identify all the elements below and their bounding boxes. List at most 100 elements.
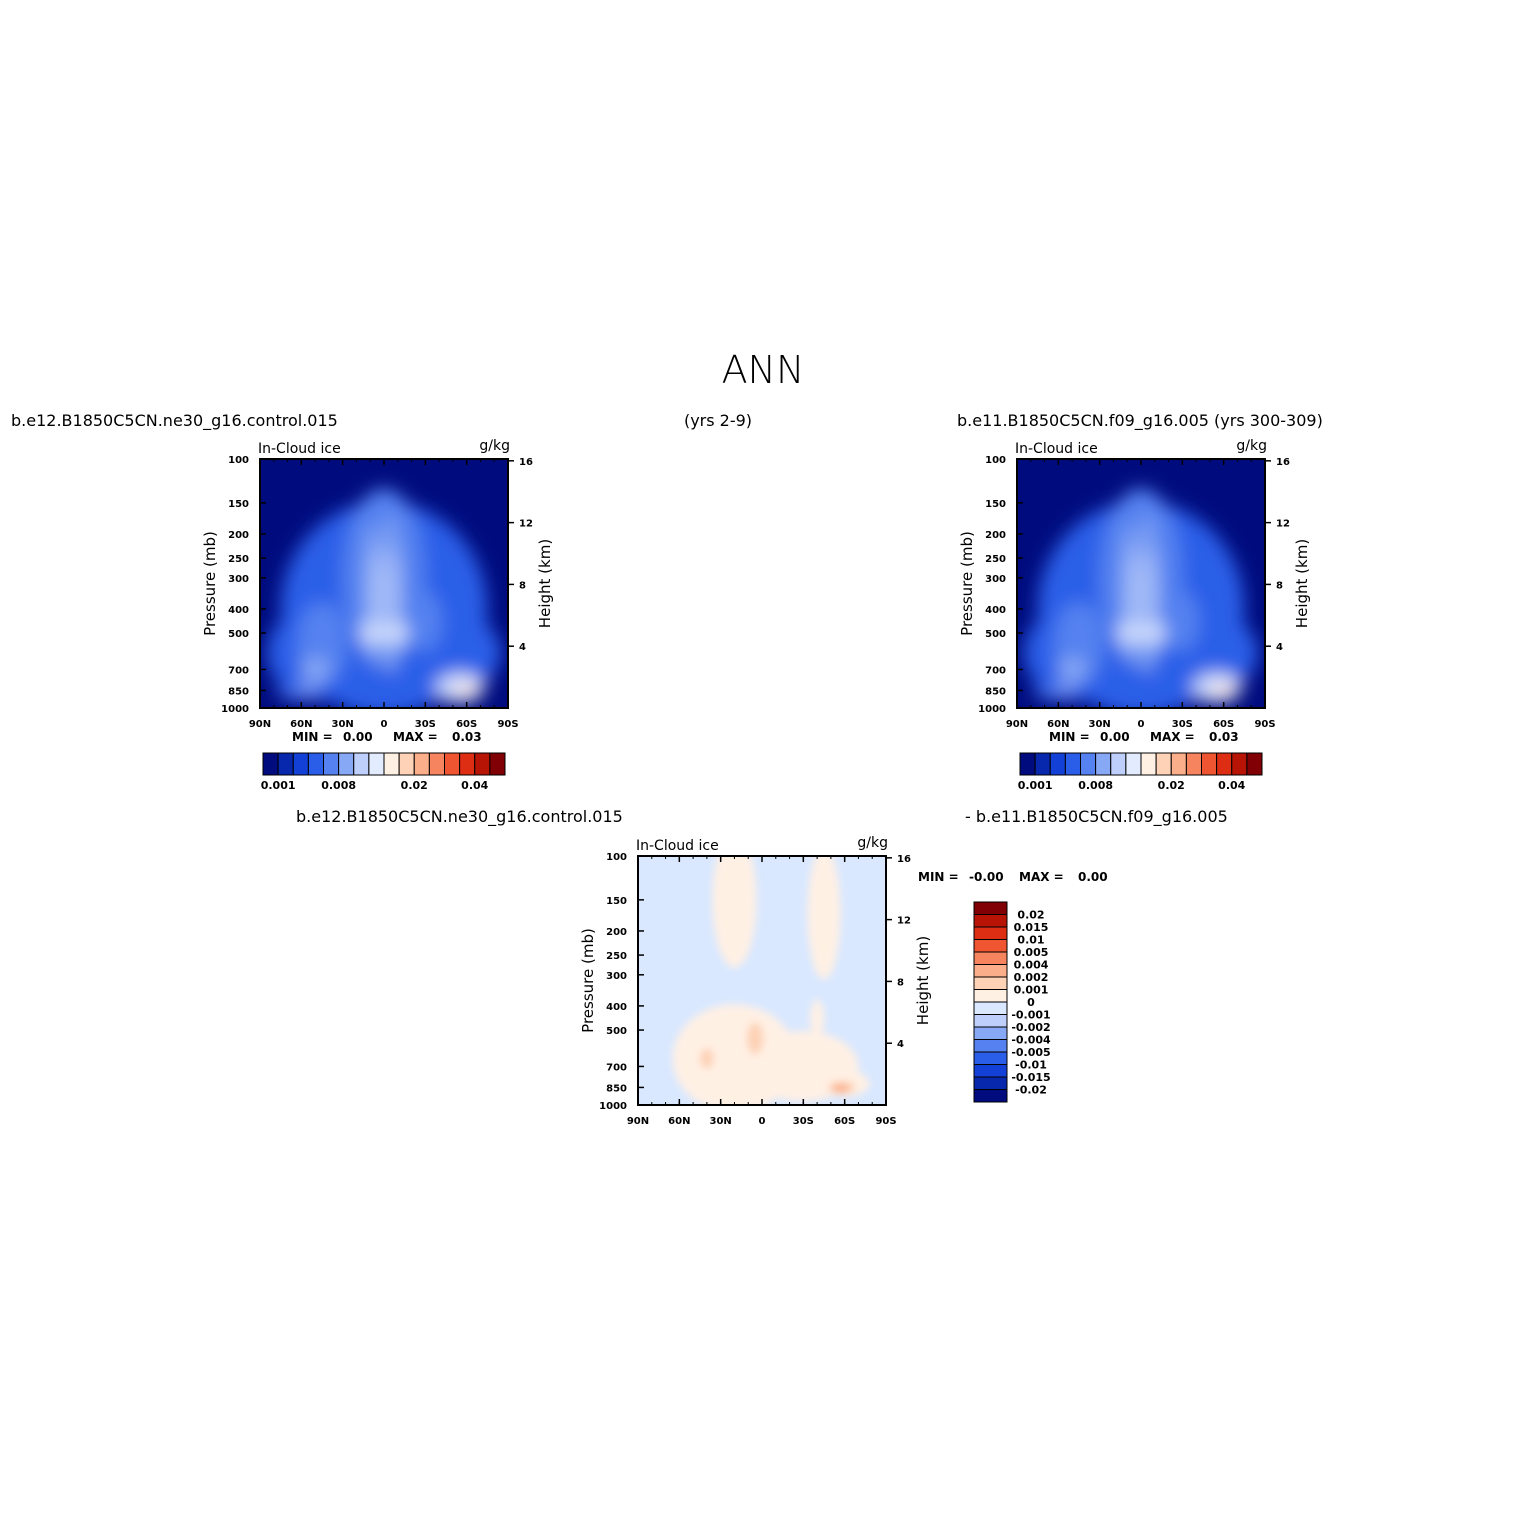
colorbar-label: -0.02 bbox=[1015, 1084, 1047, 1097]
field-contour bbox=[1147, 548, 1157, 641]
x-tick-label: 90N bbox=[249, 719, 271, 730]
field-contour bbox=[301, 657, 329, 682]
colorbar-swatch bbox=[428, 752, 445, 776]
y-tick-label: 400 bbox=[228, 605, 249, 616]
y-tick-label: 200 bbox=[606, 927, 627, 938]
y-tick-label: 1000 bbox=[978, 704, 1006, 715]
colorbar-swatch bbox=[398, 752, 415, 776]
height-tick-label: 16 bbox=[519, 457, 533, 468]
x-tick-label: 90S bbox=[497, 719, 518, 730]
field-contour bbox=[700, 1048, 714, 1069]
y-tick-label: 100 bbox=[985, 455, 1006, 466]
colorbar-label: 0.004 bbox=[1014, 959, 1049, 972]
y-tick-label: 1000 bbox=[599, 1101, 627, 1112]
colorbar-label: 0.008 bbox=[1078, 779, 1113, 792]
y-axis-title: Pressure (mb) bbox=[958, 531, 976, 636]
y-tick-label: 100 bbox=[228, 455, 249, 466]
difference-panel: In-Cloud ice g/kg 90N 60N 30N 0 30S 60S 90S 100 15… bbox=[579, 835, 1108, 1127]
colorbar-swatch bbox=[1080, 752, 1097, 776]
y-tick-label: 700 bbox=[985, 665, 1006, 676]
colorbar-swatch bbox=[973, 901, 1008, 915]
field-contour bbox=[297, 685, 320, 696]
height-tick-label: 12 bbox=[897, 916, 911, 927]
colorbar-swatch bbox=[973, 976, 1008, 990]
field-contour bbox=[458, 687, 475, 696]
plot-title: In-Cloud ice bbox=[636, 838, 719, 854]
max-label: MAX = bbox=[1019, 870, 1064, 884]
x-tick-label: 90N bbox=[627, 1116, 649, 1127]
colorbar-label: 0.001 bbox=[261, 779, 296, 792]
x-tick-label: 60N bbox=[290, 719, 312, 730]
colorbar-swatch bbox=[307, 752, 324, 776]
colorbar-swatch bbox=[973, 926, 1008, 940]
max-label: MAX = bbox=[1150, 730, 1195, 744]
colorbar-swatch bbox=[459, 752, 476, 776]
colorbar-swatch bbox=[474, 752, 491, 776]
colorbar-swatch bbox=[338, 752, 355, 776]
colorbar-label: 0.002 bbox=[1014, 971, 1049, 984]
max-value: 0.00 bbox=[1078, 870, 1108, 884]
x-tick-label: 30N bbox=[332, 719, 354, 730]
colorbar-swatch bbox=[973, 1076, 1008, 1090]
colorbar-swatch bbox=[973, 1001, 1008, 1015]
max-value: 0.03 bbox=[1209, 730, 1239, 744]
y-tick-label: 500 bbox=[985, 629, 1006, 640]
colorbar-swatch bbox=[1170, 752, 1187, 776]
y-tick-label: 500 bbox=[228, 629, 249, 640]
x-tick-label: 90S bbox=[875, 1116, 896, 1127]
colorbar-swatch bbox=[1064, 752, 1081, 776]
colorbar-label: 0.02 bbox=[1017, 909, 1044, 922]
top-middle-years: (yrs 2-9) bbox=[684, 411, 752, 430]
colorbar-swatch bbox=[1185, 752, 1202, 776]
x-tick-label: 30N bbox=[1089, 719, 1111, 730]
colorbar-swatch bbox=[1095, 752, 1112, 776]
colorbar-swatch bbox=[973, 964, 1008, 978]
plot-units: g/kg bbox=[1236, 438, 1267, 454]
colorbar-swatch bbox=[383, 752, 400, 776]
y-tick-label: 150 bbox=[985, 499, 1006, 510]
field-contour bbox=[810, 999, 824, 1039]
min-label: MIN = bbox=[918, 870, 959, 884]
y-tick-label: 200 bbox=[228, 530, 249, 541]
y-tick-label: 100 bbox=[606, 852, 627, 863]
colorbar-swatch bbox=[1201, 752, 1218, 776]
colorbar-label: 0.008 bbox=[321, 779, 356, 792]
y-tick-label: 150 bbox=[606, 896, 627, 907]
colorbar-swatch bbox=[973, 1051, 1008, 1065]
colorbar-swatch bbox=[973, 989, 1008, 1003]
colorbar-label: 0.001 bbox=[1014, 984, 1049, 997]
top-left-case: b.e12.B1850C5CN.ne30_g16.control.015 bbox=[11, 411, 338, 431]
field-contour bbox=[280, 690, 295, 699]
y-axis-title: Pressure (mb) bbox=[579, 928, 597, 1033]
height-axis-title: Height (km) bbox=[536, 539, 554, 628]
min-label: MIN = bbox=[292, 730, 333, 744]
x-tick-label: 90S bbox=[1254, 719, 1275, 730]
field-contour bbox=[1215, 687, 1232, 696]
y-tick-label: 500 bbox=[606, 1026, 627, 1037]
height-tick-label: 16 bbox=[897, 854, 911, 865]
colorbar-swatch bbox=[973, 914, 1008, 928]
colorbar-swatch bbox=[413, 752, 430, 776]
field-contour bbox=[389, 626, 401, 640]
y-tick-label: 300 bbox=[985, 574, 1006, 585]
y-tick-label: 250 bbox=[606, 951, 627, 962]
height-tick-label: 8 bbox=[1276, 580, 1283, 591]
colorbar-swatch bbox=[444, 752, 461, 776]
x-tick-label: 90N bbox=[1006, 719, 1028, 730]
colorbar-swatch bbox=[1216, 752, 1233, 776]
field-contour bbox=[372, 548, 382, 641]
colorbar-swatch bbox=[277, 752, 294, 776]
min-label: MIN = bbox=[1049, 730, 1090, 744]
max-label: MAX = bbox=[393, 730, 438, 744]
plot-title: In-Cloud ice bbox=[258, 441, 341, 457]
height-tick-label: 12 bbox=[519, 519, 533, 530]
y-axis-title: Pressure (mb) bbox=[201, 531, 219, 636]
height-axis-title: Height (km) bbox=[1293, 539, 1311, 628]
colorbar-swatch bbox=[1125, 752, 1142, 776]
height-tick-label: 4 bbox=[897, 1039, 904, 1050]
min-value: -0.00 bbox=[969, 870, 1004, 884]
colorbar-swatch bbox=[1034, 752, 1051, 776]
x-tick-label: 30N bbox=[710, 1116, 732, 1127]
colorbar-swatch bbox=[1049, 752, 1066, 776]
y-tick-label: 300 bbox=[606, 971, 627, 982]
